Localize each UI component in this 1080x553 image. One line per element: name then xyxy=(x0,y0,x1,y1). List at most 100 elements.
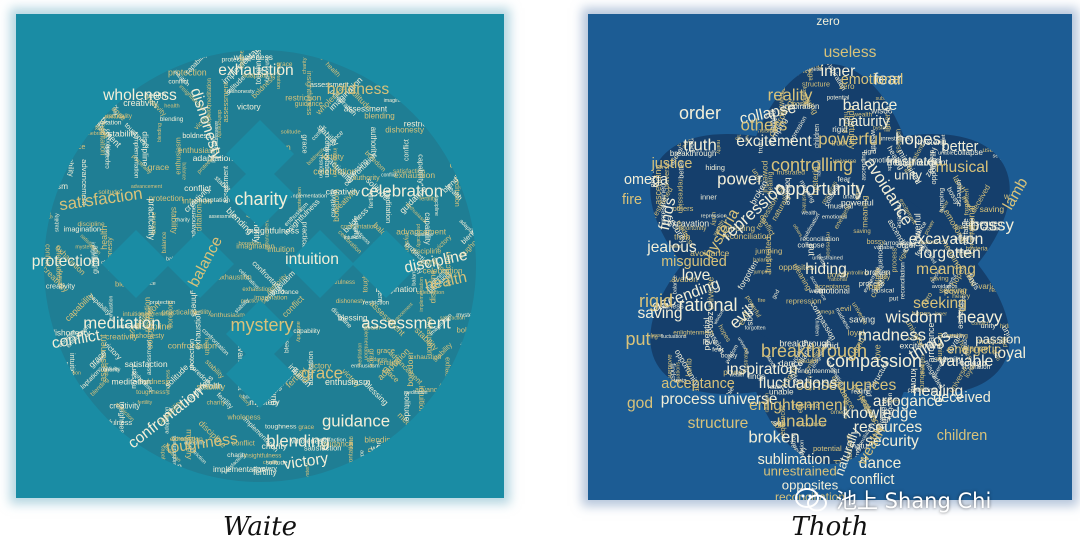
thoth-fill-word-235: knowledge xyxy=(898,39,939,49)
thoth-fill-word-325: children xyxy=(764,393,770,412)
thoth-fill-word-270: better xyxy=(677,132,683,146)
thoth-fill-word-25: fire xyxy=(753,79,761,89)
thoth-fill-word-20: frustrated xyxy=(1024,298,1051,305)
thoth-fill-word-215: heavy xyxy=(639,467,655,473)
waite-word-cloud: exhaustion boldness wholeness dishonesty sat… xyxy=(16,14,504,498)
thoth-fill-word-471: put xyxy=(869,281,881,291)
waite-fill-word-195: charity xyxy=(263,460,279,466)
thoth-fill-word-534: avoidance xyxy=(710,72,716,100)
thoth-fill-word-179: maturity xyxy=(983,225,1007,232)
thoth-fill-word-474: breakthrough xyxy=(996,387,1034,394)
thoth-fill-word-145: universe xyxy=(1030,95,1039,123)
thoth-fill-word-275: frustrated xyxy=(777,170,806,177)
thoth-fill-word-248: potential xyxy=(706,471,715,499)
thoth-fill-word-404: unable xyxy=(843,194,862,200)
thoth-word-54: loyal xyxy=(994,345,1026,362)
waite-fill-word-56: guidance xyxy=(272,289,299,296)
thoth-fill-word-453: hysteria xyxy=(918,138,947,147)
thoth-fill-word-282: finds xyxy=(669,363,678,379)
wechat-icon xyxy=(795,488,827,512)
waite-fill-word-268: wholeness xyxy=(290,437,326,446)
thoth-word-66: resources xyxy=(854,419,923,436)
waite-fill-word-307: dishonesty xyxy=(216,110,222,138)
waite-fill-word-244: grace xyxy=(148,162,170,172)
thoth-word-51: inspiration xyxy=(726,361,797,378)
thoth-fill-word-68: broken xyxy=(608,208,634,218)
thoth-fill-word-361: unity xyxy=(876,274,891,281)
thoth-fill-word-541: lamb xyxy=(1036,102,1046,121)
waite-fill-word-160: intuition xyxy=(417,386,426,414)
waite-diamond-hole-5 xyxy=(352,230,420,298)
thoth-fill-word-225: acceptance xyxy=(1005,403,1012,436)
thoth-fill-word-50: things xyxy=(620,292,640,301)
thoth-fill-word-224: loyal xyxy=(848,329,865,338)
waite-fill-word-213: creativity xyxy=(123,98,159,108)
thoth-fill-word-458: forgotten xyxy=(745,326,766,332)
thoth-word-34: misguided xyxy=(661,254,727,270)
thoth-fill-word-142: healing xyxy=(767,172,775,195)
thoth-fill-word-153: broken xyxy=(637,273,662,282)
waite-fill-word-301: blessing xyxy=(55,154,64,182)
thoth-fill-word-280: fire xyxy=(737,50,747,62)
waite-fill-word-27: imagination xyxy=(90,242,96,268)
waite-fill-word-148: capability xyxy=(159,446,165,470)
thoth-word-62: arrogance xyxy=(873,393,943,410)
waite-fill-word-141: imagination xyxy=(428,48,467,87)
thoth-fill-word-482: healing xyxy=(842,112,849,134)
waite-fill-word-13: mystery xyxy=(403,233,410,255)
thoth-fill-word-172: inner xyxy=(916,80,928,95)
waite-fill-word-284: guidance xyxy=(367,357,388,363)
waite-fill-word-317: mystery xyxy=(75,244,94,250)
waite-fill-word-5: charity xyxy=(227,452,247,459)
thoth-hexagram-shape xyxy=(650,64,1010,464)
thoth-fill-word-393: variable xyxy=(907,99,927,105)
thoth-word-37: meaning xyxy=(916,261,976,278)
thoth-fill-word-61: enlightenment xyxy=(893,157,949,167)
thoth-fill-word-344: reality xyxy=(764,42,785,68)
thoth-word-71: sublimation xyxy=(758,452,831,468)
waite-fill-word-63: enthusiasm xyxy=(174,137,183,174)
thoth-fill-word-219: breakthrough xyxy=(1006,281,1015,326)
waite-fill-word-137: creativity xyxy=(109,402,140,411)
waite-fill-word-129: conflict xyxy=(431,121,453,128)
thoth-fill-word-413: unrestrained xyxy=(658,184,667,226)
thoth-fill-word-171: useless xyxy=(895,129,904,154)
thoth-fill-word-93: order xyxy=(1024,246,1031,262)
thoth-word-32: jealous xyxy=(646,239,697,256)
thoth-fill-word-112: finds xyxy=(748,372,765,381)
thoth-fill-word-39: rational xyxy=(983,39,992,66)
waite-fill-word-74: solitude xyxy=(98,189,120,196)
waite-fill-word-153: boldness xyxy=(182,132,211,140)
waite-fill-word-179: imagination xyxy=(64,225,101,234)
waite-fill-word-10: health xyxy=(364,326,380,332)
waite-fill-word-417: stability xyxy=(170,207,179,235)
thoth-word-1: useless xyxy=(824,44,877,61)
waite-word-11: protection xyxy=(32,253,100,270)
thoth-fill-word-324: security xyxy=(934,354,963,364)
thoth-fill-word-372: jealous xyxy=(962,101,971,127)
waite-fill-word-362: blending xyxy=(157,123,163,142)
waite-fill-word-396: grace xyxy=(298,424,314,431)
thoth-fill-word-352: excitement xyxy=(749,33,774,39)
thoth-fill-word-483: god xyxy=(1000,154,1010,161)
waite-fill-word-14: assessment xyxy=(344,105,388,114)
thoth-fill-word-41: saving xyxy=(980,204,1005,214)
waite-fill-word-262: capability xyxy=(417,154,425,184)
waite-fill-word-92: grace xyxy=(320,55,334,61)
thoth-fill-word-182: excitement xyxy=(624,117,657,124)
waite-fill-word-350: intuition xyxy=(267,245,294,254)
waite-fill-word-328: adaptation xyxy=(199,197,231,204)
thoth-fill-word-390: things xyxy=(746,303,756,325)
waite-fill-word-290: adaptation xyxy=(359,450,365,475)
thoth-word-29: bossy xyxy=(970,215,1014,234)
thoth-fill-word-47: madness xyxy=(720,475,737,498)
thoth-fill-word-419: wealth xyxy=(852,111,872,118)
waite-fill-word-205: conflict xyxy=(43,244,52,267)
thoth-fill-word-78: potential xyxy=(954,237,977,243)
waite-fill-word-255: imagination xyxy=(254,294,288,301)
thoth-fill-word-552: evil xyxy=(1020,397,1029,409)
thoth-fill-word-4: reality xyxy=(646,98,665,105)
thoth-fill-word-150: knowledge xyxy=(778,82,786,116)
waite-fill-word-356: assessment xyxy=(209,214,237,220)
thoth-word-cloud: zero useless inner fear reality collapse balan… xyxy=(588,14,1072,500)
